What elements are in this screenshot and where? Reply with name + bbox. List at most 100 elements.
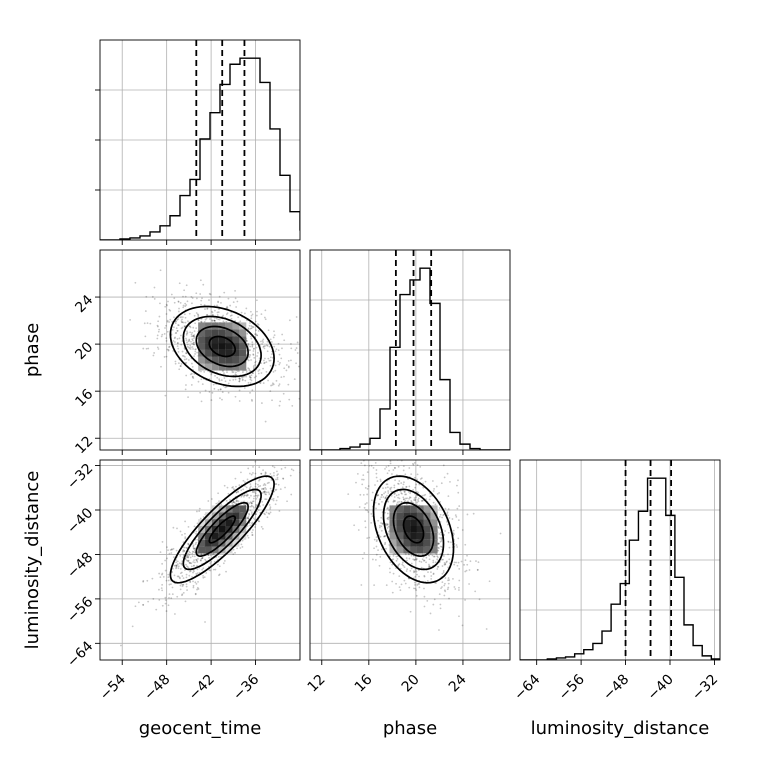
sample-point xyxy=(192,580,194,583)
sample-point xyxy=(442,569,445,572)
sample-point xyxy=(384,523,387,526)
contour-level-3 xyxy=(169,305,275,388)
sample-point xyxy=(215,317,218,320)
density-block xyxy=(205,532,212,540)
sample-point xyxy=(400,501,403,503)
sample-point xyxy=(283,375,285,378)
sample-point xyxy=(174,362,177,365)
sample-point xyxy=(185,559,188,562)
x-tick-label: −36 xyxy=(230,671,262,703)
sample-point xyxy=(197,319,200,321)
histogram-geocent-time xyxy=(100,57,300,240)
sample-point xyxy=(257,509,260,511)
sample-point xyxy=(428,565,430,568)
sample-point xyxy=(238,380,241,383)
sample-point xyxy=(280,376,283,379)
sample-point xyxy=(387,453,389,455)
sample-point xyxy=(247,467,250,470)
sample-point xyxy=(217,311,220,314)
sample-point xyxy=(220,379,223,382)
sample-point xyxy=(194,543,197,546)
histogram-phase xyxy=(310,267,510,450)
sample-point xyxy=(438,542,440,545)
density-block xyxy=(218,343,226,350)
sample-point xyxy=(269,507,272,510)
sample-point xyxy=(183,569,186,571)
sample-point xyxy=(254,513,257,516)
sample-point xyxy=(131,625,134,628)
sample-point xyxy=(226,371,228,373)
sample-point xyxy=(160,365,162,368)
sample-point xyxy=(218,500,220,503)
sample-point xyxy=(443,476,446,479)
sample-point xyxy=(447,586,450,589)
sample-point xyxy=(261,500,264,503)
sample-point xyxy=(170,552,173,554)
sample-point xyxy=(257,483,259,486)
y-tick-label: 16 xyxy=(72,386,96,410)
sample-point xyxy=(439,537,442,539)
sample-point xyxy=(204,389,207,392)
sample-point xyxy=(174,564,177,567)
sample-point xyxy=(423,587,425,590)
sample-point xyxy=(254,364,256,366)
sample-point xyxy=(404,553,407,556)
sample-point xyxy=(389,571,391,574)
sample-point xyxy=(186,341,188,344)
sample-point xyxy=(227,297,230,300)
sample-point xyxy=(244,485,246,487)
sample-point xyxy=(199,391,202,394)
sample-point xyxy=(169,318,172,321)
sample-point xyxy=(263,362,266,365)
sample-point xyxy=(198,571,201,574)
sample-point xyxy=(170,548,173,551)
sample-point xyxy=(444,577,447,579)
density-block xyxy=(410,532,417,540)
sample-point xyxy=(258,520,261,523)
sample-point xyxy=(261,527,264,530)
sample-point xyxy=(204,621,206,623)
sample-point xyxy=(252,529,254,531)
sample-point xyxy=(296,341,299,344)
sample-point xyxy=(246,494,249,497)
sample-point xyxy=(200,400,203,403)
sample-point xyxy=(178,576,181,579)
sample-point xyxy=(232,301,235,304)
sample-point xyxy=(418,560,421,563)
sample-point xyxy=(464,559,467,562)
sample-point xyxy=(214,568,217,571)
sample-point xyxy=(246,534,249,537)
density-block xyxy=(218,349,226,357)
sample-point xyxy=(439,501,442,503)
sample-point xyxy=(161,589,164,592)
sample-point xyxy=(389,561,392,564)
sample-point xyxy=(408,496,411,499)
sample-point xyxy=(387,465,390,467)
sample-point xyxy=(364,487,367,489)
panel-frame xyxy=(99,459,301,661)
sample-point xyxy=(445,561,448,564)
contour-level-0 xyxy=(208,335,237,358)
sample-point xyxy=(254,360,257,363)
sample-point xyxy=(200,378,203,381)
sample-point xyxy=(371,444,373,446)
sample-point xyxy=(386,457,388,459)
sample-point xyxy=(221,391,224,394)
sample-point xyxy=(158,315,161,318)
sample-point xyxy=(268,454,270,456)
sample-point xyxy=(442,555,445,557)
sample-point xyxy=(276,470,278,473)
sample-point xyxy=(277,483,280,486)
sample-point xyxy=(204,318,207,321)
sample-point xyxy=(205,560,207,562)
sample-point xyxy=(413,476,416,479)
panel-frame xyxy=(309,249,511,451)
sample-point xyxy=(413,558,416,561)
sample-point xyxy=(245,486,248,489)
sample-point xyxy=(177,324,180,327)
density-block xyxy=(211,356,219,364)
sample-point xyxy=(192,584,195,587)
sample-point xyxy=(282,392,285,395)
sample-point xyxy=(269,356,272,359)
